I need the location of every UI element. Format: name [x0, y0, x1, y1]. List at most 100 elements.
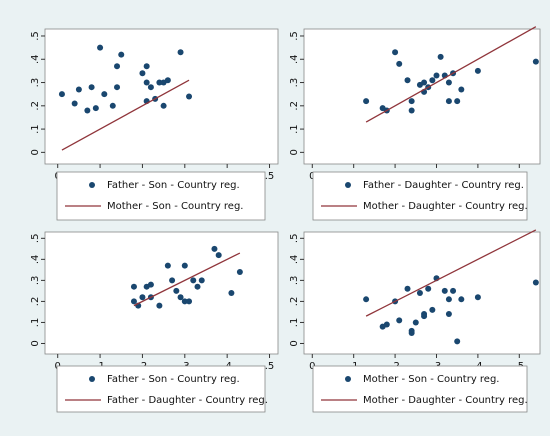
- point: [101, 91, 108, 98]
- point: [228, 290, 235, 296]
- y-tick-label: 0: [30, 149, 41, 155]
- legend-label: Father - Daughter - Country reg.: [363, 180, 524, 191]
- y-tick-label: .1: [289, 124, 300, 134]
- y-tick-label: 0: [289, 149, 300, 155]
- point: [114, 84, 121, 91]
- legend-label: Father - Son - Country reg.: [107, 374, 240, 385]
- plot-area: [303, 28, 541, 165]
- point: [532, 58, 539, 65]
- point: [190, 277, 197, 284]
- point: [160, 102, 167, 109]
- point: [169, 277, 176, 284]
- point: [416, 290, 423, 296]
- point: [454, 338, 461, 345]
- fit-line: [61, 79, 190, 151]
- point: [139, 70, 146, 77]
- point: [445, 311, 452, 318]
- point: [156, 79, 163, 86]
- point: [88, 84, 95, 91]
- y-tick-label: .4: [30, 54, 41, 64]
- y-tick-label: .3: [30, 276, 41, 286]
- point: [147, 281, 154, 288]
- point: [458, 296, 465, 303]
- point: [177, 294, 184, 301]
- point: [363, 98, 370, 105]
- y-tick-label: .3: [289, 276, 300, 286]
- point: [421, 313, 428, 320]
- point: [421, 79, 428, 86]
- legend-marker: [89, 182, 95, 188]
- legend-label: Mother - Daughter - Country reg.: [363, 395, 528, 406]
- point: [445, 98, 452, 105]
- legend-marker: [345, 182, 351, 188]
- legend-marker: [89, 376, 95, 382]
- legend-label: Mother - Daughter - Country reg.: [363, 201, 528, 212]
- fit-line: [133, 252, 241, 307]
- x-tick-label: .5: [265, 361, 275, 372]
- point: [114, 63, 121, 70]
- legend-box: [56, 171, 266, 221]
- point: [429, 77, 436, 84]
- point: [412, 319, 419, 326]
- point: [156, 302, 163, 309]
- y-tick-label: .2: [30, 297, 41, 307]
- point: [211, 245, 218, 252]
- point: [84, 107, 91, 114]
- point: [441, 287, 448, 294]
- plot-area: [44, 28, 279, 165]
- point: [408, 329, 415, 336]
- y-tick-label: .2: [289, 297, 300, 307]
- point: [408, 107, 415, 114]
- point: [474, 294, 481, 301]
- point: [130, 298, 137, 305]
- y-tick-label: 0: [30, 340, 41, 346]
- legend-label: Mother - Son - Country reg.: [363, 374, 499, 385]
- point: [181, 298, 188, 305]
- point: [92, 105, 99, 112]
- fit-line: [365, 26, 537, 123]
- point: [396, 60, 403, 67]
- point: [445, 79, 452, 86]
- legend-marker: [345, 376, 351, 382]
- y-tick-label: .1: [30, 318, 41, 328]
- point: [130, 283, 137, 290]
- y-tick-label: .2: [30, 101, 41, 111]
- y-tick-label: .5: [30, 234, 41, 244]
- y-tick-label: .5: [289, 31, 300, 41]
- point: [139, 294, 146, 301]
- point: [458, 86, 465, 93]
- point: [474, 67, 481, 74]
- y-tick-label: .3: [289, 78, 300, 88]
- point: [164, 77, 171, 84]
- y-tick-label: .5: [289, 234, 300, 244]
- point: [118, 51, 125, 58]
- y-tick-label: .2: [289, 101, 300, 111]
- point: [109, 102, 116, 109]
- y-tick-label: 0: [289, 340, 300, 346]
- point: [58, 91, 65, 98]
- point: [236, 268, 243, 275]
- point: [198, 277, 205, 284]
- point: [408, 98, 415, 105]
- y-tick-label: .5: [30, 31, 41, 41]
- point: [404, 285, 411, 292]
- point: [186, 93, 193, 100]
- y-tick-label: .4: [289, 54, 300, 64]
- point: [143, 79, 150, 86]
- point: [194, 283, 201, 290]
- fit-line: [365, 229, 537, 317]
- point: [186, 298, 193, 305]
- y-tick-label: .4: [30, 255, 41, 265]
- point: [143, 63, 150, 70]
- point: [392, 49, 399, 56]
- point: [396, 317, 403, 324]
- point: [181, 262, 188, 269]
- point: [75, 86, 82, 93]
- legend-box: [312, 365, 528, 413]
- point: [164, 262, 171, 269]
- legend-label: Father - Daughter - Country reg.: [107, 395, 268, 406]
- point: [454, 98, 461, 105]
- legend-box: [312, 171, 528, 221]
- point: [173, 287, 180, 294]
